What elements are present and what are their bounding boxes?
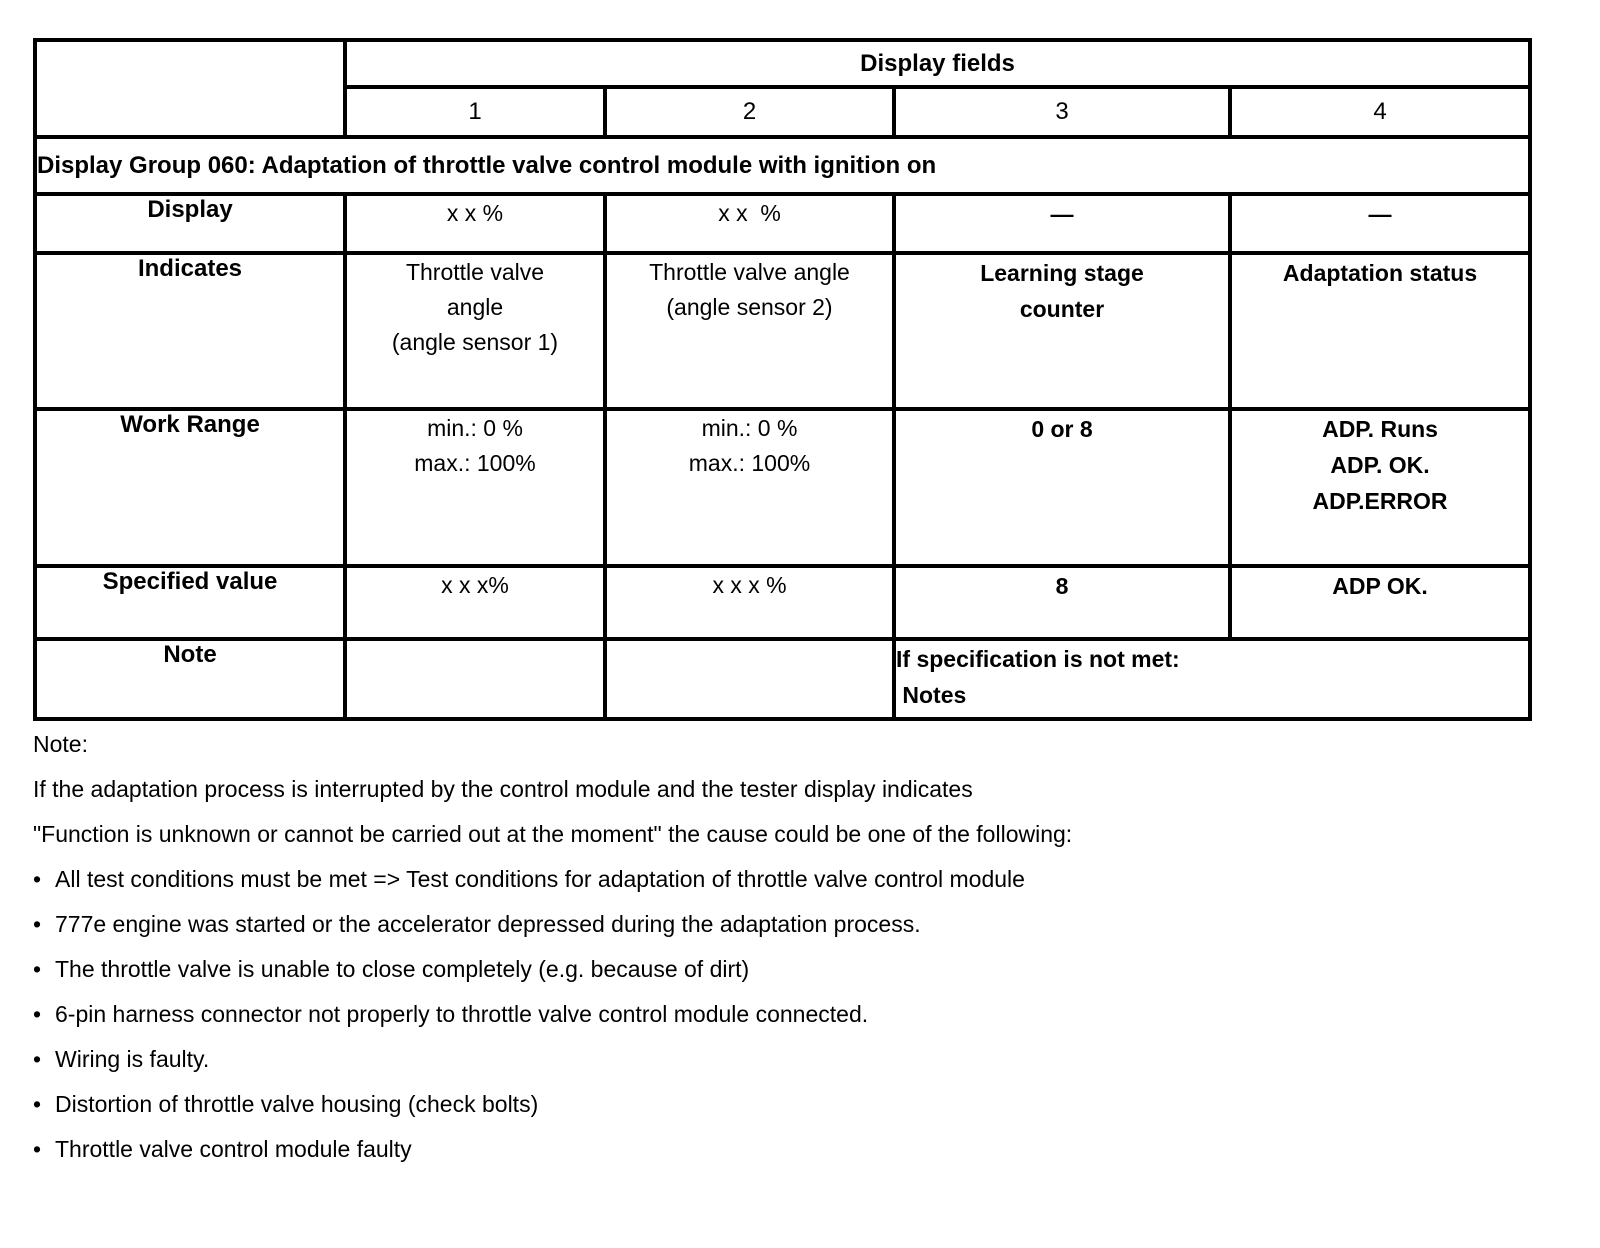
work-range-field-1: min.: 0 % max.: 100% [343,407,607,568]
row-label-work-range: Work Range [33,407,347,568]
display-group-table: Display fields 1 2 3 4 Display Group 060… [32,38,1533,721]
note-specification-cell: If specification is not met: Notes [891,637,1533,721]
specified-value-field-3: 8 [892,564,1232,641]
bullet-text: Distortion of throttle valve housing (ch… [55,1091,539,1117]
bullet-item: • Throttle valve control module faulty [33,1127,1463,1172]
bullet-icon: • [33,1136,42,1162]
bullet-icon: • [33,1091,42,1117]
bullet-item: • 6-pin harness connector not properly t… [33,992,1463,1037]
specified-value-field-4: ADP OK. [1227,564,1533,641]
work-range-field-2: min.: 0 % max.: 100% [603,407,896,568]
row-label-specified-value: Specified value [33,564,347,641]
row-label-display: Display [33,192,347,255]
work-range-field-3: 0 or 8 [892,407,1232,568]
display-field-3: — [892,192,1232,255]
indicates-field-4: Adaptation status [1227,251,1533,411]
indicates-field-1: Throttle valve angle (angle sensor 1) [343,251,607,411]
row-label-indicates: Indicates [33,251,347,411]
specified-value-field-1: x x x% [343,564,607,641]
row-label-note: Note [33,637,347,721]
bullet-item: • Distortion of throttle valve housing (… [33,1082,1463,1127]
group-title: Display Group 060: Adaptation of throttl… [32,135,1533,196]
bullet-text: 777e engine was started or the accelerat… [55,911,921,937]
field-number-1: 1 [343,85,607,139]
display-fields-header: Display fields [342,38,1533,89]
bullet-icon: • [33,1001,42,1027]
note-field-2 [603,637,896,721]
bullet-text: All test conditions must be met => Test … [55,866,1025,892]
indicates-field-3: Learning stage counter [892,251,1232,411]
specified-value-field-2: x x x % [603,564,896,641]
bullet-item: • The throttle valve is unable to close … [33,947,1463,992]
field-number-3: 3 [892,85,1232,139]
notes-intro-line: "Function is unknown or cannot be carrie… [33,821,1073,847]
bullet-item: • Wiring is faulty. [33,1037,1463,1082]
bullet-icon: • [33,866,42,892]
bullet-item: • All test conditions must be met => Tes… [33,857,1463,902]
field-number-4: 4 [1227,85,1533,139]
indicates-field-2: Throttle valve angle (angle sensor 2) [603,251,896,411]
note-field-1 [343,637,607,721]
bullet-text: 6-pin harness connector not properly to … [55,1001,869,1027]
corner-cell [33,38,347,139]
bullet-text: Wiring is faulty. [55,1046,210,1072]
display-field-2: x x % [603,192,896,255]
display-field-1: x x % [343,192,607,255]
bullet-icon: • [33,911,42,937]
bullet-icon: • [33,956,42,982]
display-field-4: — [1227,192,1533,255]
work-range-field-4: ADP. Runs ADP. OK. ADP.ERROR [1227,407,1533,568]
bullet-text: The throttle valve is unable to close co… [55,956,750,982]
notes-intro-line: If the adaptation process is interrupted… [33,776,973,802]
notes-heading: Note: [33,731,88,757]
bullet-text: Throttle valve control module faulty [55,1136,412,1162]
field-number-2: 2 [603,85,896,139]
notes-section: Note: If the adaptation process is inter… [33,722,1463,1172]
bullet-item: • 777e engine was started or the acceler… [33,902,1463,947]
bullet-icon: • [33,1046,42,1072]
